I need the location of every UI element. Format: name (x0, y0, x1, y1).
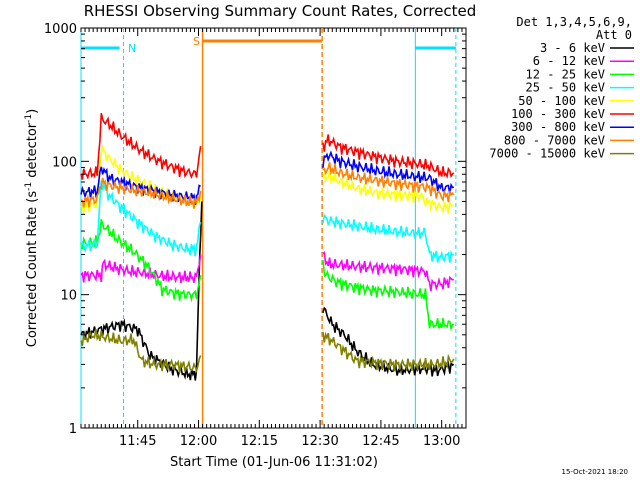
legend-label: 7000 - 15000 keV (489, 147, 605, 161)
legend-label: 6 - 12 keV (533, 54, 605, 68)
legend-header-line2: Att 0 (596, 28, 632, 42)
series-line-1-seg-0 (80, 254, 202, 284)
legend-label: 25 - 50 keV (526, 81, 605, 95)
y-tick-label: 100 (52, 155, 77, 170)
series-line-2-seg-1 (322, 260, 455, 332)
series-line-8-seg-0 (80, 328, 202, 374)
x-tick-label: 13:00 (423, 434, 460, 449)
series-line-5-seg-0 (80, 113, 202, 180)
x-axis-label: Start Time (01-Jun-06 11:31:02) (170, 455, 378, 470)
y-axis-label: Corrected Count Rate (s-1 detector-1) (24, 109, 40, 347)
legend-label: 800 - 7000 keV (504, 133, 605, 147)
series-line-2-seg-0 (80, 219, 202, 303)
chart-title: RHESSI Observing Summary Count Rates, Co… (84, 2, 477, 20)
legend-label: 300 - 800 keV (511, 120, 605, 134)
x-tick-label: 11:45 (119, 434, 156, 449)
y-tick-label: 1000 (44, 22, 77, 37)
series-line-8-seg-1 (322, 331, 455, 372)
x-tick-label: 12:30 (301, 434, 338, 449)
y-tick-label: 1 (69, 422, 77, 437)
series-layer (80, 113, 455, 381)
y-tick-label: 10 (60, 289, 77, 304)
series-line-4-seg-1 (322, 170, 455, 214)
series-line-0-seg-0 (80, 201, 203, 381)
legend-label: 3 - 6 keV (540, 41, 605, 55)
series-line-6-seg-0 (80, 166, 201, 206)
x-tick-label: 12:00 (180, 434, 217, 449)
saa-label-s: S (193, 35, 200, 48)
series-line-5-seg-1 (322, 134, 455, 179)
legend-label: 100 - 300 keV (511, 107, 605, 121)
series-line-6-seg-1 (322, 150, 454, 195)
footer-date: 15-Oct-2021 18:20 (562, 468, 628, 476)
series-line-1-seg-1 (322, 251, 454, 292)
legend-label: 50 - 100 keV (518, 94, 605, 108)
x-tick-label: 12:15 (241, 434, 278, 449)
saa-markers (201, 28, 323, 428)
legend-label: 12 - 25 keV (526, 67, 605, 81)
night-label-n: N (128, 42, 136, 55)
axis-ticks: 1 10 100 1000 11:45 12:00 12:15 12:30 12:45 13:00 (44, 22, 467, 449)
night-markers (80, 28, 457, 428)
x-tick-label: 12:45 (362, 434, 399, 449)
series-line-7-seg-1 (322, 162, 455, 203)
series-line-7-seg-0 (80, 177, 202, 209)
series-line-3-seg-1 (322, 213, 455, 263)
legend-header-line1: Det 1,3,4,5,6,9, (516, 15, 632, 29)
